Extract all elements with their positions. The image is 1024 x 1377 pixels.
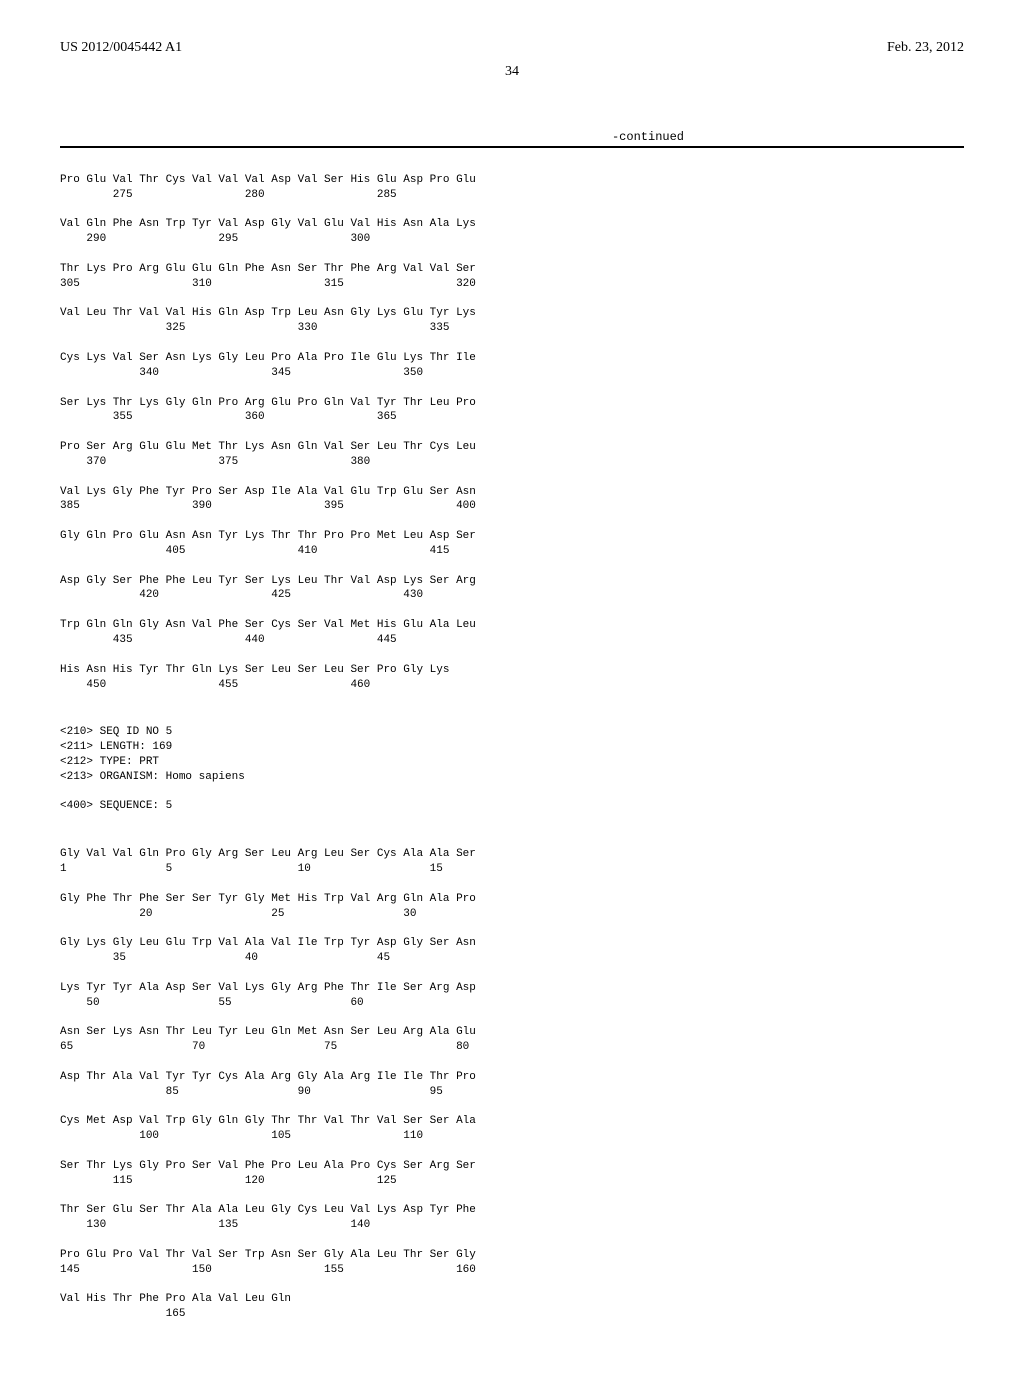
- sequence-spacer: [60, 1010, 964, 1025]
- sequence-aa-row: Gly Phe Thr Phe Ser Ser Tyr Gly Met His …: [60, 892, 964, 907]
- sequence-num-row: 450 455 460: [60, 678, 964, 693]
- sequence-spacer: [60, 1144, 964, 1159]
- sequence-metadata: <210> SEQ ID NO 5<211> LENGTH: 169<212> …: [60, 725, 964, 814]
- sequence-meta-line: <212> TYPE: PRT: [60, 755, 964, 770]
- sequence-spacer: [60, 514, 964, 529]
- doc-number: US 2012/0045442 A1: [60, 40, 182, 56]
- sequence-num-row: 100 105 110: [60, 1129, 964, 1144]
- sequence-aa-row: Cys Lys Val Ser Asn Lys Gly Leu Pro Ala …: [60, 351, 964, 366]
- sequence-aa-row: Val Leu Thr Val Val His Gln Asp Trp Leu …: [60, 306, 964, 321]
- sequence-num-row: 1 5 10 15: [60, 862, 964, 877]
- sequence-aa-row: Pro Glu Val Thr Cys Val Val Val Asp Val …: [60, 173, 964, 188]
- sequence-spacer: [60, 966, 964, 981]
- sequence-aa-row: Ser Thr Lys Gly Pro Ser Val Phe Pro Leu …: [60, 1159, 964, 1174]
- sequence-aa-row: Asn Ser Lys Asn Thr Leu Tyr Leu Gln Met …: [60, 1025, 964, 1040]
- sequence-aa-row: Val Lys Gly Phe Tyr Pro Ser Asp Ile Ala …: [60, 485, 964, 500]
- sequence-num-row: 305 310 315 320: [60, 277, 964, 292]
- sequence-num-row: 385 390 395 400: [60, 499, 964, 514]
- sequence-aa-row: Val Gln Phe Asn Trp Tyr Val Asp Gly Val …: [60, 217, 964, 232]
- sequence-block-1: Pro Glu Val Thr Cys Val Val Val Asp Val …: [60, 173, 964, 693]
- sequence-aa-row: Ser Lys Thr Lys Gly Gln Pro Arg Glu Pro …: [60, 396, 964, 411]
- sequence-meta-line: [60, 785, 964, 800]
- sequence-aa-row: Asp Thr Ala Val Tyr Tyr Cys Ala Arg Gly …: [60, 1070, 964, 1085]
- sequence-num-row: 130 135 140: [60, 1218, 964, 1233]
- sequence-spacer: [60, 1233, 964, 1248]
- sequence-aa-row: Thr Lys Pro Arg Glu Glu Gln Phe Asn Ser …: [60, 262, 964, 277]
- sequence-spacer: [60, 425, 964, 440]
- sequence-spacer: [60, 1099, 964, 1114]
- sequence-num-row: 115 120 125: [60, 1174, 964, 1189]
- sequence-spacer: [60, 1055, 964, 1070]
- sequence-num-row: 20 25 30: [60, 907, 964, 922]
- sequence-num-row: 325 330 335: [60, 321, 964, 336]
- sequence-spacer: [60, 292, 964, 307]
- sequence-num-row: 355 360 365: [60, 410, 964, 425]
- sequence-spacer: [60, 203, 964, 218]
- sequence-meta-line: <400> SEQUENCE: 5: [60, 799, 964, 814]
- doc-date: Feb. 23, 2012: [887, 40, 964, 56]
- sequence-num-row: 275 280 285: [60, 188, 964, 203]
- sequence-num-row: 290 295 300: [60, 232, 964, 247]
- sequence-num-row: 370 375 380: [60, 455, 964, 470]
- sequence-num-row: 50 55 60: [60, 996, 964, 1011]
- sequence-num-row: 340 345 350: [60, 366, 964, 381]
- sequence-spacer: [60, 247, 964, 262]
- sequence-spacer: [60, 921, 964, 936]
- sequence-spacer: [60, 603, 964, 618]
- sequence-aa-row: Trp Gln Gln Gly Asn Val Phe Ser Cys Ser …: [60, 618, 964, 633]
- sequence-spacer: [60, 559, 964, 574]
- sequence-aa-row: Thr Ser Glu Ser Thr Ala Ala Leu Gly Cys …: [60, 1203, 964, 1218]
- sequence-aa-row: Asp Gly Ser Phe Phe Leu Tyr Ser Lys Leu …: [60, 574, 964, 589]
- sequence-spacer: [60, 470, 964, 485]
- page-header: US 2012/0045442 A1 Feb. 23, 2012: [60, 40, 964, 56]
- sequence-num-row: 35 40 45: [60, 951, 964, 966]
- sequence-aa-row: Lys Tyr Tyr Ala Asp Ser Val Lys Gly Arg …: [60, 981, 964, 996]
- sequence-block-2: Gly Val Val Gln Pro Gly Arg Ser Leu Arg …: [60, 847, 964, 1322]
- sequence-aa-row: Gly Val Val Gln Pro Gly Arg Ser Leu Arg …: [60, 847, 964, 862]
- sequence-aa-row: Gly Lys Gly Leu Glu Trp Val Ala Val Ile …: [60, 936, 964, 951]
- sequence-aa-row: Val His Thr Phe Pro Ala Val Leu Gln: [60, 1292, 964, 1307]
- sequence-aa-row: Cys Met Asp Val Trp Gly Gln Gly Thr Thr …: [60, 1114, 964, 1129]
- continued-label: -continued: [60, 130, 964, 144]
- sequence-meta-line: <211> LENGTH: 169: [60, 740, 964, 755]
- sequence-spacer: [60, 336, 964, 351]
- sequence-num-row: 65 70 75 80: [60, 1040, 964, 1055]
- sequence-meta-line: <213> ORGANISM: Homo sapiens: [60, 770, 964, 785]
- sequence-num-row: 85 90 95: [60, 1085, 964, 1100]
- sequence-num-row: 435 440 445: [60, 633, 964, 648]
- sequence-aa-row: Pro Ser Arg Glu Glu Met Thr Lys Asn Gln …: [60, 440, 964, 455]
- sequence-spacer: [60, 1278, 964, 1293]
- page-number: 34: [60, 64, 964, 80]
- sequence-aa-row: Gly Gln Pro Glu Asn Asn Tyr Lys Thr Thr …: [60, 529, 964, 544]
- sequence-num-row: 145 150 155 160: [60, 1263, 964, 1278]
- sequence-spacer: [60, 648, 964, 663]
- sequence-aa-row: Pro Glu Pro Val Thr Val Ser Trp Asn Ser …: [60, 1248, 964, 1263]
- sequence-spacer: [60, 877, 964, 892]
- sequence-listing: Pro Glu Val Thr Cys Val Val Val Asp Val …: [60, 146, 964, 1337]
- sequence-meta-line: <210> SEQ ID NO 5: [60, 725, 964, 740]
- sequence-num-row: 420 425 430: [60, 588, 964, 603]
- sequence-spacer: [60, 381, 964, 396]
- sequence-num-row: 405 410 415: [60, 544, 964, 559]
- sequence-spacer: [60, 1189, 964, 1204]
- sequence-aa-row: His Asn His Tyr Thr Gln Lys Ser Leu Ser …: [60, 663, 964, 678]
